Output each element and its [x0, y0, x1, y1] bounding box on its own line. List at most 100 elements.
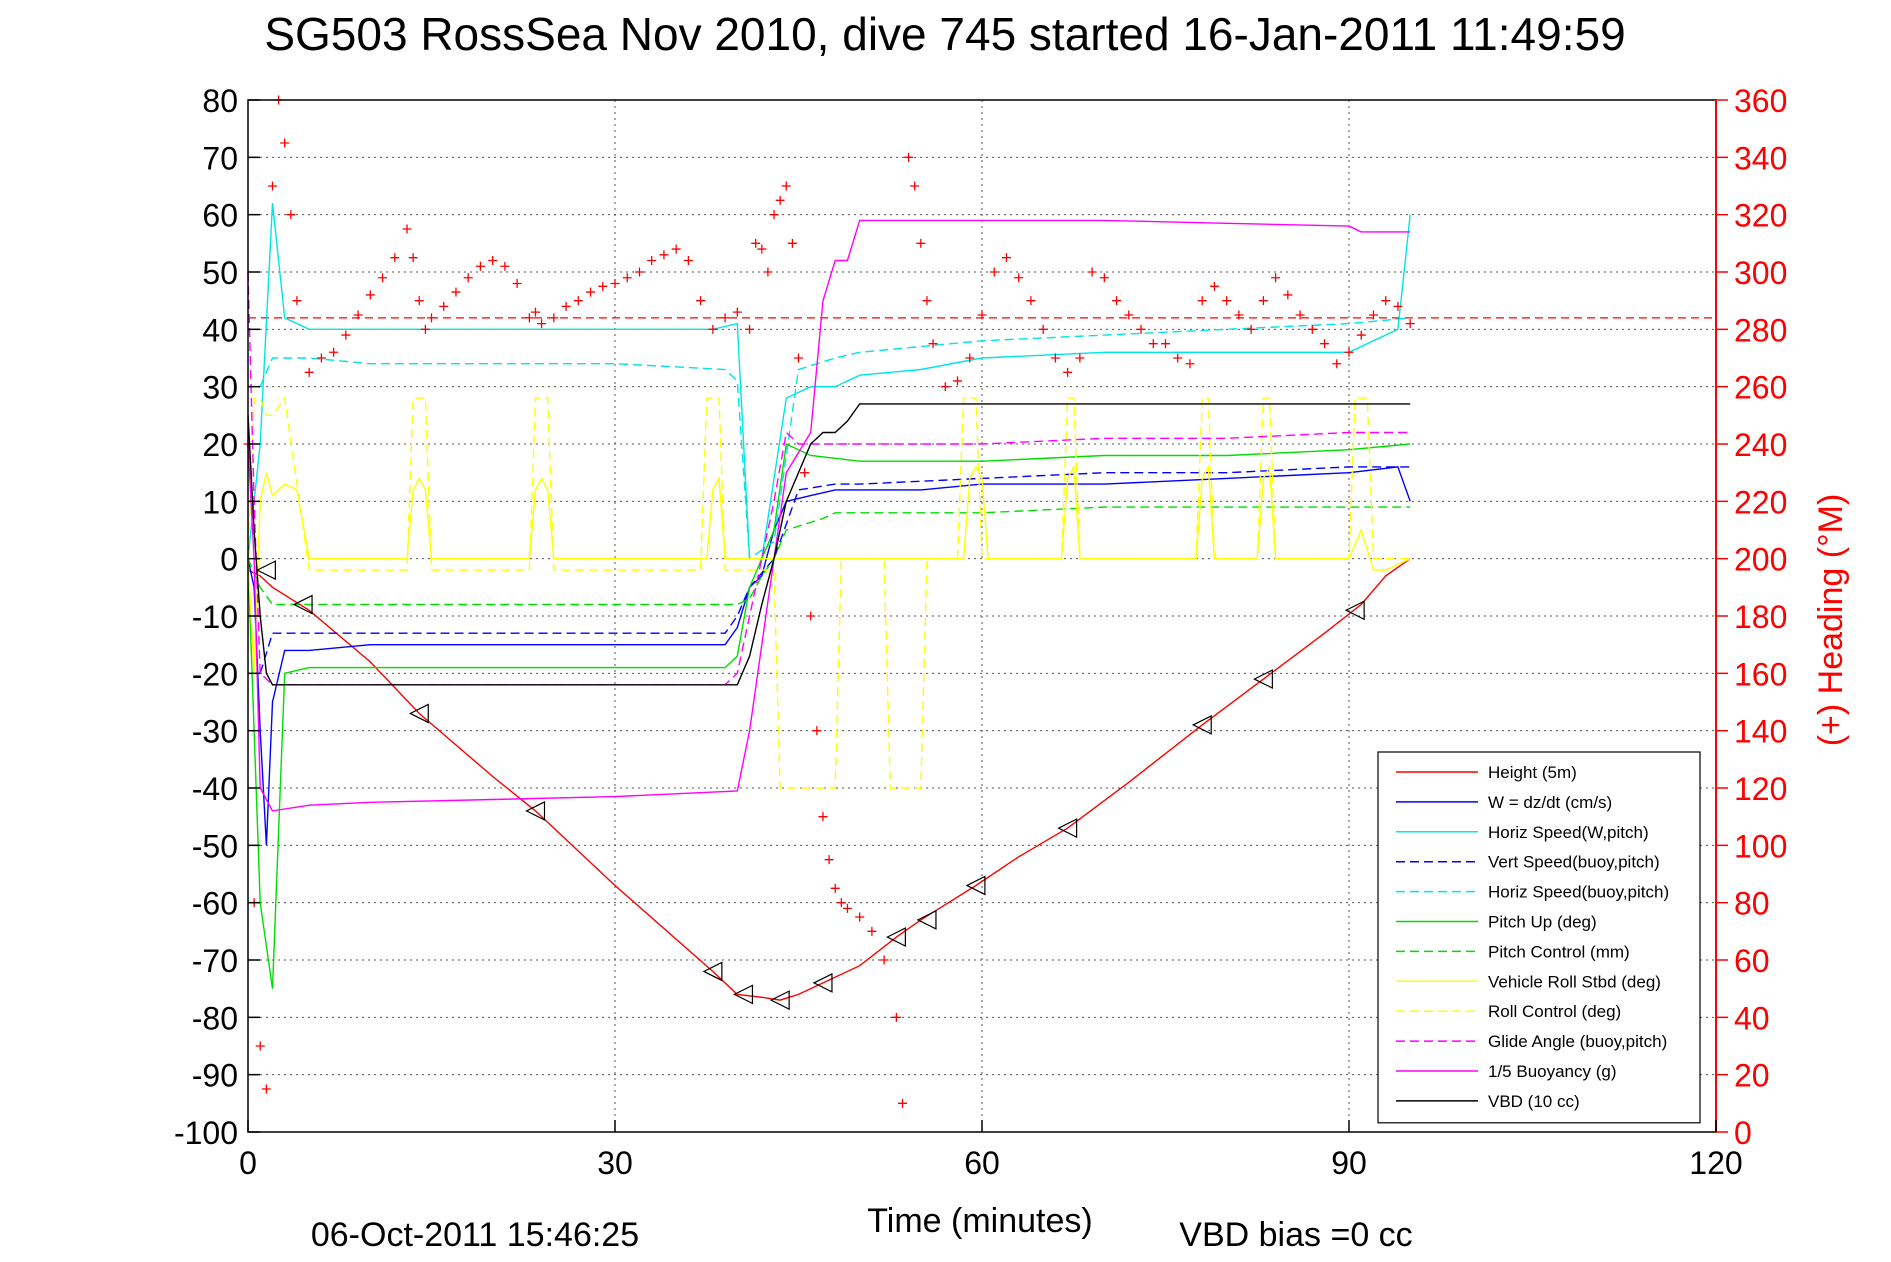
y-tick-label: 40	[202, 312, 238, 348]
heading-point	[537, 319, 547, 329]
series-line-3	[259, 466, 1411, 674]
y-tick-label: 50	[202, 255, 238, 291]
series-line-10	[247, 219, 1411, 812]
heading-point	[1050, 353, 1060, 363]
heading-point	[830, 883, 840, 893]
legend: Height (5m) W = dz/dt (cm/s) Horiz Speed(W…	[1377, 751, 1701, 1124]
heading-point	[390, 253, 400, 263]
legend-label-11: VBD (10 cc)	[1488, 1092, 1580, 1111]
x-tick-label: 120	[1689, 1145, 1742, 1181]
heading-point	[451, 287, 461, 297]
x-axis-label: Time (minutes)	[867, 1202, 1092, 1240]
heading-point	[989, 267, 999, 277]
heading-point	[647, 256, 657, 266]
heading-point	[818, 812, 828, 822]
heading-point	[812, 726, 822, 736]
heading-point	[261, 1084, 271, 1094]
footer-vbd: VBD bias =0 cc	[1179, 1216, 1412, 1254]
y-right-tick-label: 20	[1734, 1058, 1770, 1094]
heading-point	[683, 256, 693, 266]
heading-point	[745, 324, 755, 334]
y-right-tick-label: 0	[1734, 1115, 1752, 1151]
heading-point	[891, 1012, 901, 1022]
legend-label-3: Vert Speed(buoy,pitch)	[1488, 853, 1660, 872]
heading-point	[1222, 296, 1232, 306]
heading-point	[1209, 281, 1219, 291]
y-tick-label: -20	[192, 656, 238, 692]
heading-point	[855, 912, 865, 922]
legend-label-2: Horiz Speed(W,pitch)	[1488, 823, 1649, 842]
heading-point	[1087, 267, 1097, 277]
depth-marker	[1191, 714, 1212, 735]
y-tick-label: -10	[192, 599, 238, 635]
y-tick-label: 30	[202, 370, 238, 406]
y-tick-label: -90	[192, 1058, 238, 1094]
heading-point	[549, 313, 559, 323]
depth-marker	[1344, 600, 1365, 621]
chart-title: SG503 RossSea Nov 2010, dive 745 started…	[264, 8, 1625, 60]
right-axis-label: (+) Heading (°M)	[1812, 494, 1850, 747]
heading-point	[530, 307, 540, 317]
heading-point	[916, 238, 926, 248]
y-right-tick-label: 180	[1734, 599, 1787, 635]
heading-point	[1173, 353, 1183, 363]
heading-point	[1307, 324, 1317, 334]
y-tick-label: 20	[202, 427, 238, 463]
heading-point	[1344, 347, 1354, 357]
heading-point	[940, 382, 950, 392]
heading-point	[842, 903, 852, 913]
heading-point	[751, 238, 761, 248]
depth-marker	[702, 961, 723, 982]
footer-date: 06-Oct-2011 15:46:25	[311, 1216, 639, 1254]
heading-point	[524, 313, 534, 323]
heading-point	[953, 376, 963, 386]
heading-point	[512, 278, 522, 288]
y-right-tick-label: 280	[1734, 312, 1787, 348]
heading-point	[794, 353, 803, 363]
heading-point	[420, 324, 430, 334]
heading-point	[316, 353, 326, 363]
depth-marker	[1057, 818, 1078, 839]
heading-point	[1271, 273, 1281, 283]
heading-point	[1356, 330, 1366, 340]
heading-point	[475, 261, 485, 271]
y-tick-label: -80	[192, 1000, 238, 1036]
legend-label-10: 1/5 Buoyancy (g)	[1488, 1062, 1617, 1081]
heading-point	[463, 273, 473, 283]
heading-point	[488, 256, 498, 266]
y-right-tick-label: 340	[1734, 140, 1787, 176]
heading-point	[897, 1098, 907, 1108]
heading-point	[1405, 319, 1415, 329]
y-right-tick-label: 300	[1734, 255, 1787, 291]
heading-point	[1295, 310, 1305, 320]
heading-point	[1185, 359, 1195, 369]
heading-point	[1148, 339, 1158, 349]
heading-point	[1075, 353, 1085, 363]
heading-point	[304, 367, 314, 377]
heading-point	[965, 353, 975, 363]
y-right-tick-label: 200	[1734, 542, 1787, 578]
heading-point	[365, 290, 375, 300]
heading-point	[806, 611, 816, 621]
series-line-8	[247, 396, 1411, 789]
heading-point	[696, 296, 706, 306]
heading-point	[904, 152, 914, 162]
depth-marker	[292, 594, 313, 615]
y-right-tick-label: 260	[1734, 370, 1787, 406]
y-right-tick-label: 320	[1734, 198, 1787, 234]
series-line-9	[247, 271, 1411, 686]
depth-marker	[965, 875, 986, 896]
heading-point	[402, 224, 412, 234]
heading-point	[427, 313, 436, 323]
depth-marker	[733, 984, 754, 1005]
heading-point	[708, 324, 718, 334]
x-tick-label: 60	[964, 1145, 1000, 1181]
heading-point	[800, 468, 810, 478]
heading-point	[769, 210, 779, 220]
heading-point	[879, 955, 889, 965]
heading-point	[292, 296, 302, 306]
heading-point	[586, 287, 596, 297]
heading-point	[1124, 310, 1134, 320]
y-tick-label: -60	[192, 886, 238, 922]
